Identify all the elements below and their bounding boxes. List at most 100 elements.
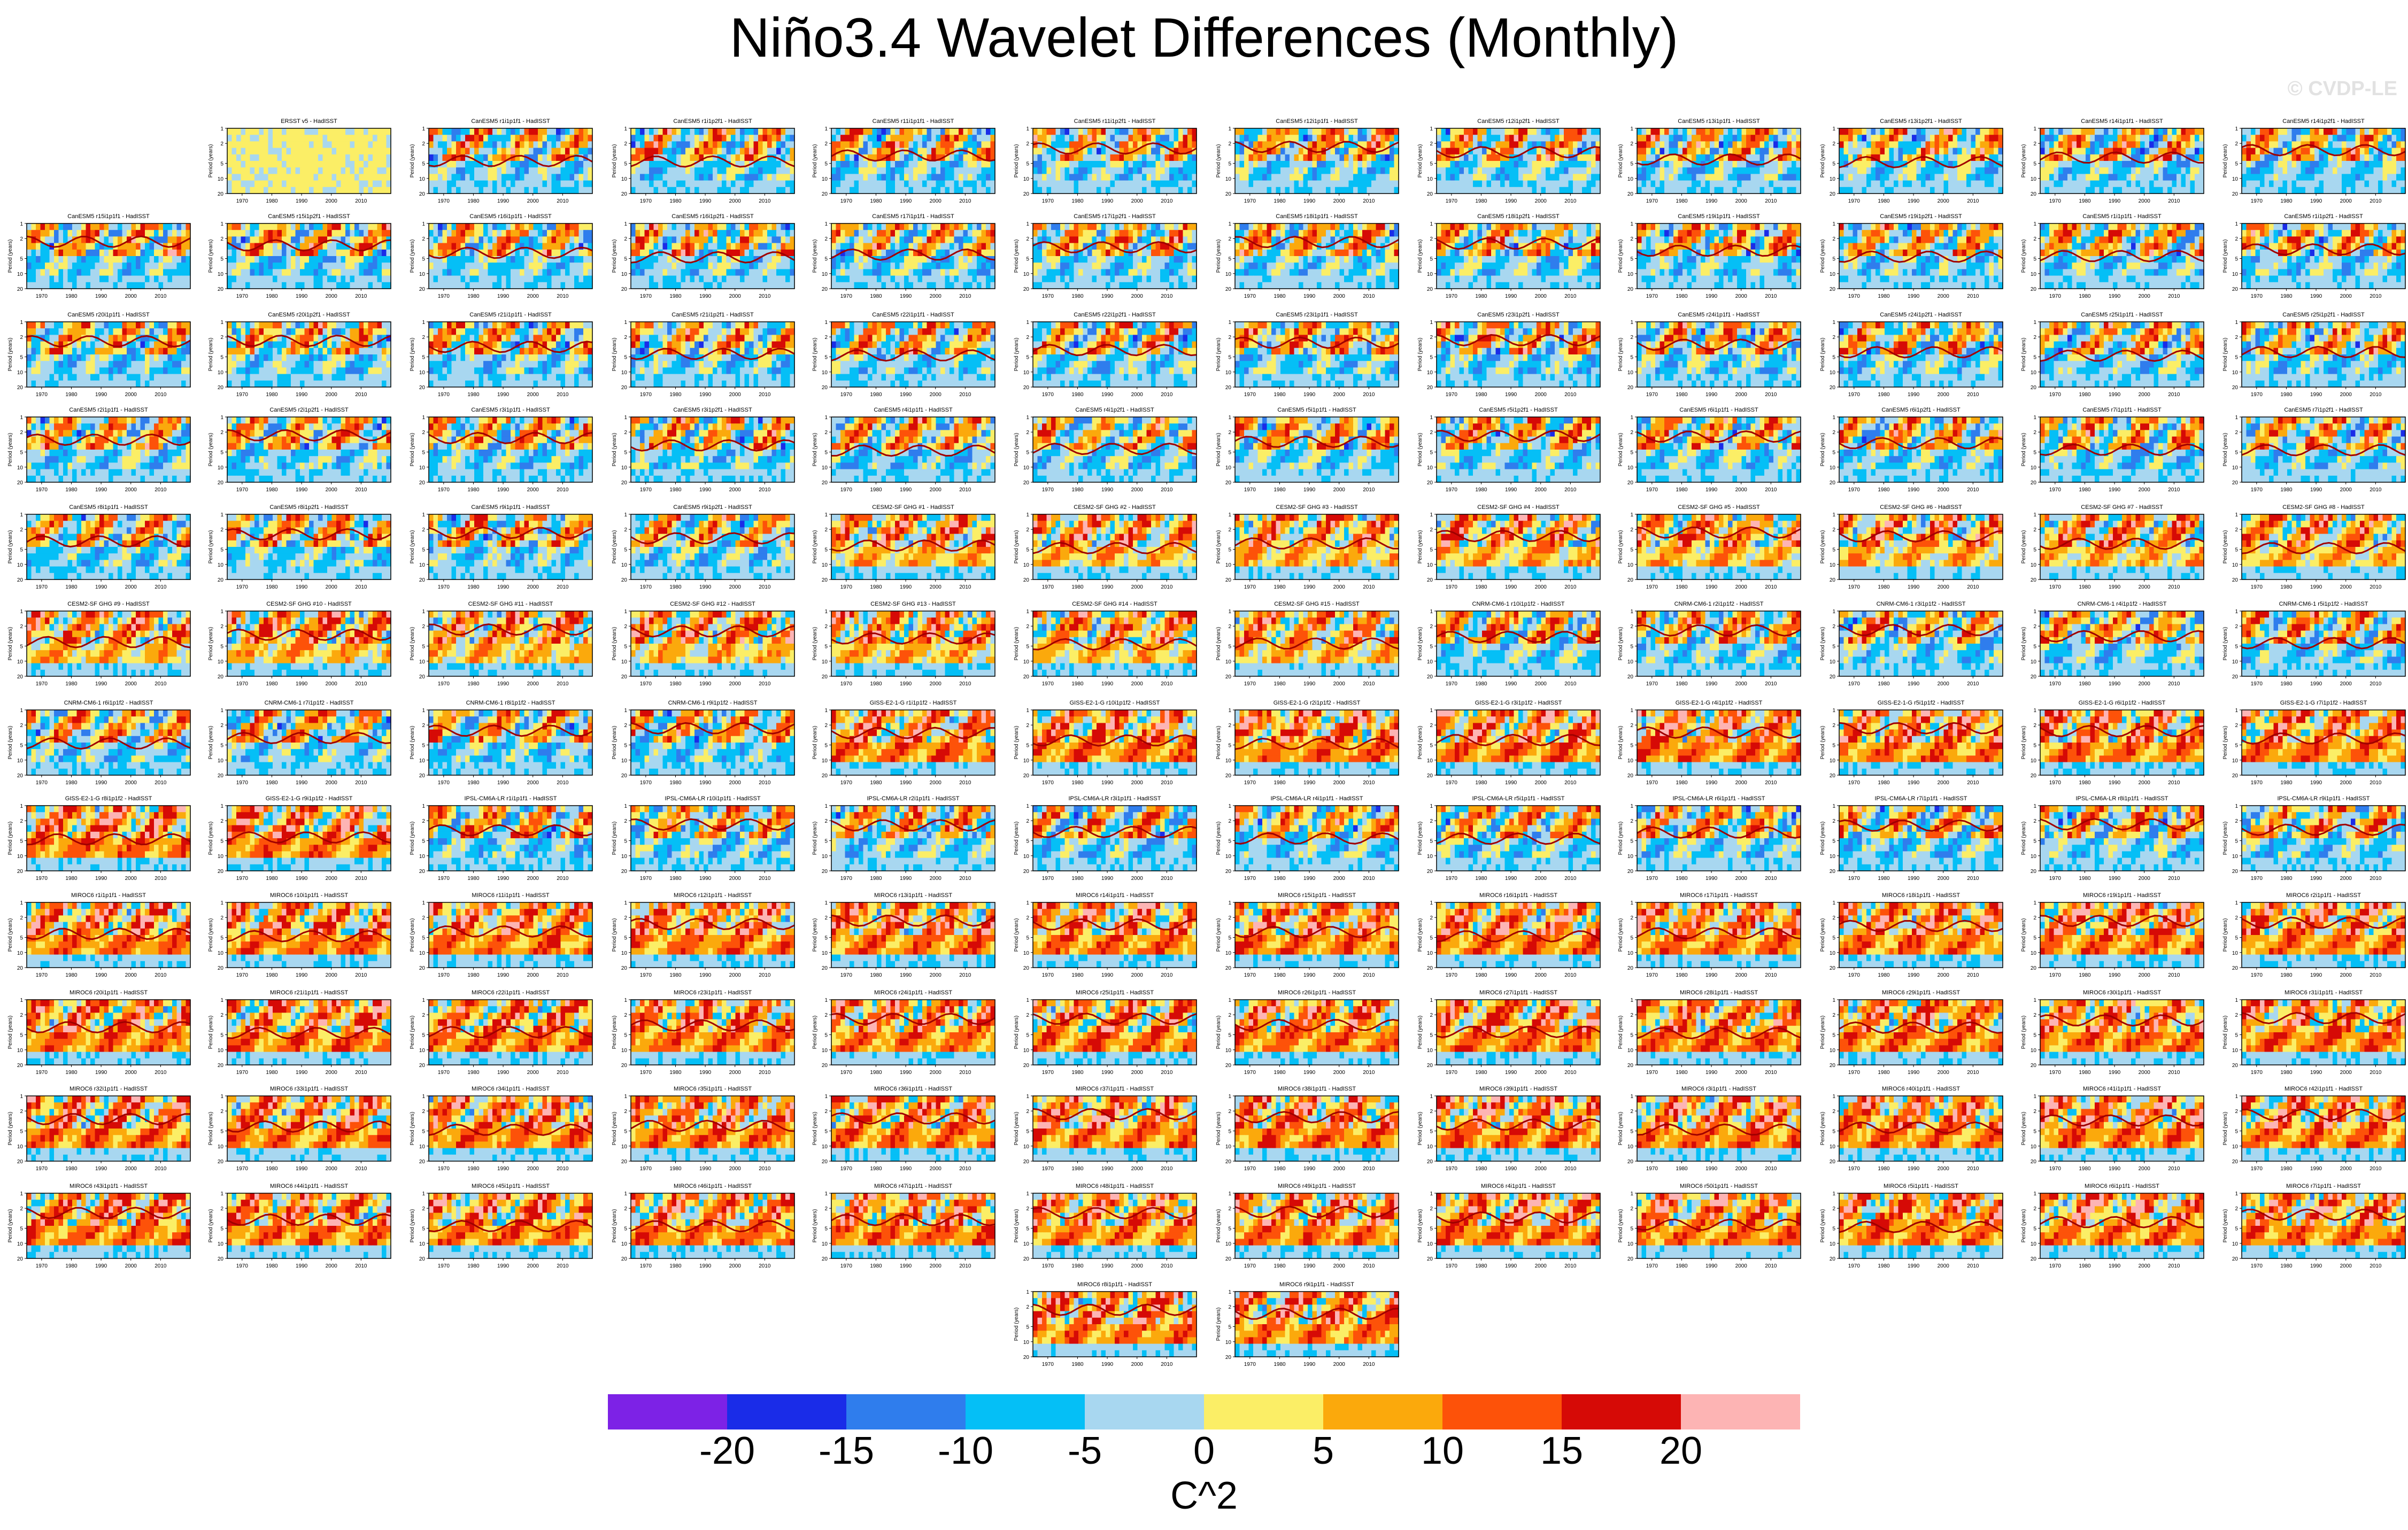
heatmap-cell xyxy=(2347,181,2351,188)
heatmap-cell xyxy=(2040,161,2045,168)
heatmap-cell xyxy=(524,181,529,188)
heatmap-cell xyxy=(2140,174,2145,181)
heatmap-cell xyxy=(2104,135,2109,142)
heatmap-cell xyxy=(740,154,745,161)
heatmap-cell xyxy=(1710,187,1715,194)
heatmap-cell xyxy=(287,187,291,194)
heatmap-cell xyxy=(81,262,86,269)
heatmap-cell xyxy=(1998,181,2003,188)
heatmap-cell xyxy=(1687,167,1692,174)
heatmap-cell xyxy=(2118,135,2123,142)
heatmap-cell xyxy=(1582,187,1587,194)
heatmap-cell xyxy=(1889,181,1894,188)
heatmap-cell xyxy=(172,250,177,257)
heatmap-cell xyxy=(264,174,268,181)
heatmap-cell xyxy=(1966,174,1971,181)
heatmap-cell xyxy=(672,141,677,148)
heatmap-cell xyxy=(1478,135,1483,142)
heatmap-cell xyxy=(345,223,350,230)
y-tick-label: 10 xyxy=(1023,176,1030,182)
heatmap-cell xyxy=(1253,174,1258,181)
heatmap-cell xyxy=(305,128,310,135)
heatmap-cell xyxy=(2113,154,2118,161)
heatmap-cell xyxy=(350,174,355,181)
heatmap-cell xyxy=(2351,181,2356,188)
heatmap-cell xyxy=(1482,154,1487,161)
heatmap-cell xyxy=(1518,181,1523,188)
heatmap-cell xyxy=(2058,154,2063,161)
heatmap-cell xyxy=(1069,161,1074,168)
heatmap-cell xyxy=(547,167,552,174)
heatmap-cell xyxy=(1957,181,1962,188)
heatmap-cell xyxy=(1844,167,1849,174)
heatmap-cell xyxy=(1437,154,1441,161)
y-tick-label: 2 xyxy=(220,141,223,147)
heatmap-cell xyxy=(492,141,497,148)
heatmap-cell xyxy=(1151,154,1156,161)
heatmap-cell xyxy=(2167,187,2172,194)
heatmap-cell xyxy=(492,135,497,142)
heatmap-cell xyxy=(2109,141,2113,148)
heatmap-cell xyxy=(1244,187,1249,194)
heatmap-cell xyxy=(1953,128,1958,135)
heatmap-cell xyxy=(373,148,377,155)
heatmap-cell xyxy=(465,161,470,168)
heatmap-cell xyxy=(2256,135,2260,142)
heatmap-cell xyxy=(2172,148,2177,155)
heatmap-cell xyxy=(377,187,382,194)
heatmap-cell xyxy=(2283,181,2288,188)
heatmap-cell xyxy=(2122,181,2127,188)
heatmap-cell xyxy=(2131,187,2136,194)
heatmap-cell xyxy=(318,167,323,174)
heatmap-cell xyxy=(909,167,914,174)
heatmap-cell xyxy=(1962,174,1967,181)
heatmap-cell xyxy=(772,141,777,148)
heatmap-cell xyxy=(2242,161,2247,168)
heatmap-cell xyxy=(1371,141,1376,148)
heatmap-cell xyxy=(836,135,841,142)
heatmap-cell xyxy=(483,128,488,135)
heatmap-cell xyxy=(273,148,277,155)
heatmap-cell xyxy=(1637,135,1642,142)
x-tick-label: 1990 xyxy=(900,198,912,204)
heatmap-cell xyxy=(1060,187,1065,194)
heatmap-cell xyxy=(1764,128,1769,135)
heatmap-cell xyxy=(287,148,291,155)
heatmap-cell xyxy=(685,187,690,194)
heatmap-cell xyxy=(2256,148,2260,155)
heatmap-cell xyxy=(868,167,873,174)
heatmap-cell xyxy=(1142,167,1147,174)
heatmap-cell xyxy=(1331,161,1336,168)
heatmap-cell xyxy=(1056,128,1061,135)
heatmap-cell xyxy=(2058,187,2063,194)
heatmap-cell xyxy=(1687,128,1692,135)
heatmap-cell xyxy=(2251,128,2256,135)
heatmap-cell xyxy=(2301,154,2306,161)
heatmap-cell xyxy=(1537,187,1541,194)
heatmap-cell xyxy=(1555,135,1560,142)
heatmap-cell xyxy=(704,148,708,155)
heatmap-cell xyxy=(1249,181,1254,188)
heatmap-cell xyxy=(474,181,479,188)
heatmap-cell xyxy=(273,154,277,161)
heatmap-cell xyxy=(2301,148,2306,155)
heatmap-cell xyxy=(470,181,475,188)
heatmap-cell xyxy=(291,135,296,142)
heatmap-cell xyxy=(259,223,264,230)
heatmap-cell xyxy=(1317,161,1322,168)
heatmap-cell xyxy=(32,276,36,283)
heatmap-cell xyxy=(2328,141,2333,148)
heatmap-cell xyxy=(32,223,36,230)
heatmap-cell xyxy=(434,181,438,188)
heatmap-cell xyxy=(1106,154,1110,161)
heatmap-cell xyxy=(63,276,68,283)
heatmap-cell xyxy=(314,135,319,142)
heatmap-cell xyxy=(1792,167,1796,174)
heatmap-cell xyxy=(2049,161,2054,168)
heatmap-cell xyxy=(1848,187,1853,194)
heatmap-cell xyxy=(1358,161,1363,168)
heatmap-cell xyxy=(1464,135,1469,142)
heatmap-cell xyxy=(1335,154,1340,161)
heatmap-cell xyxy=(368,174,373,181)
heatmap-cell xyxy=(2100,135,2104,142)
